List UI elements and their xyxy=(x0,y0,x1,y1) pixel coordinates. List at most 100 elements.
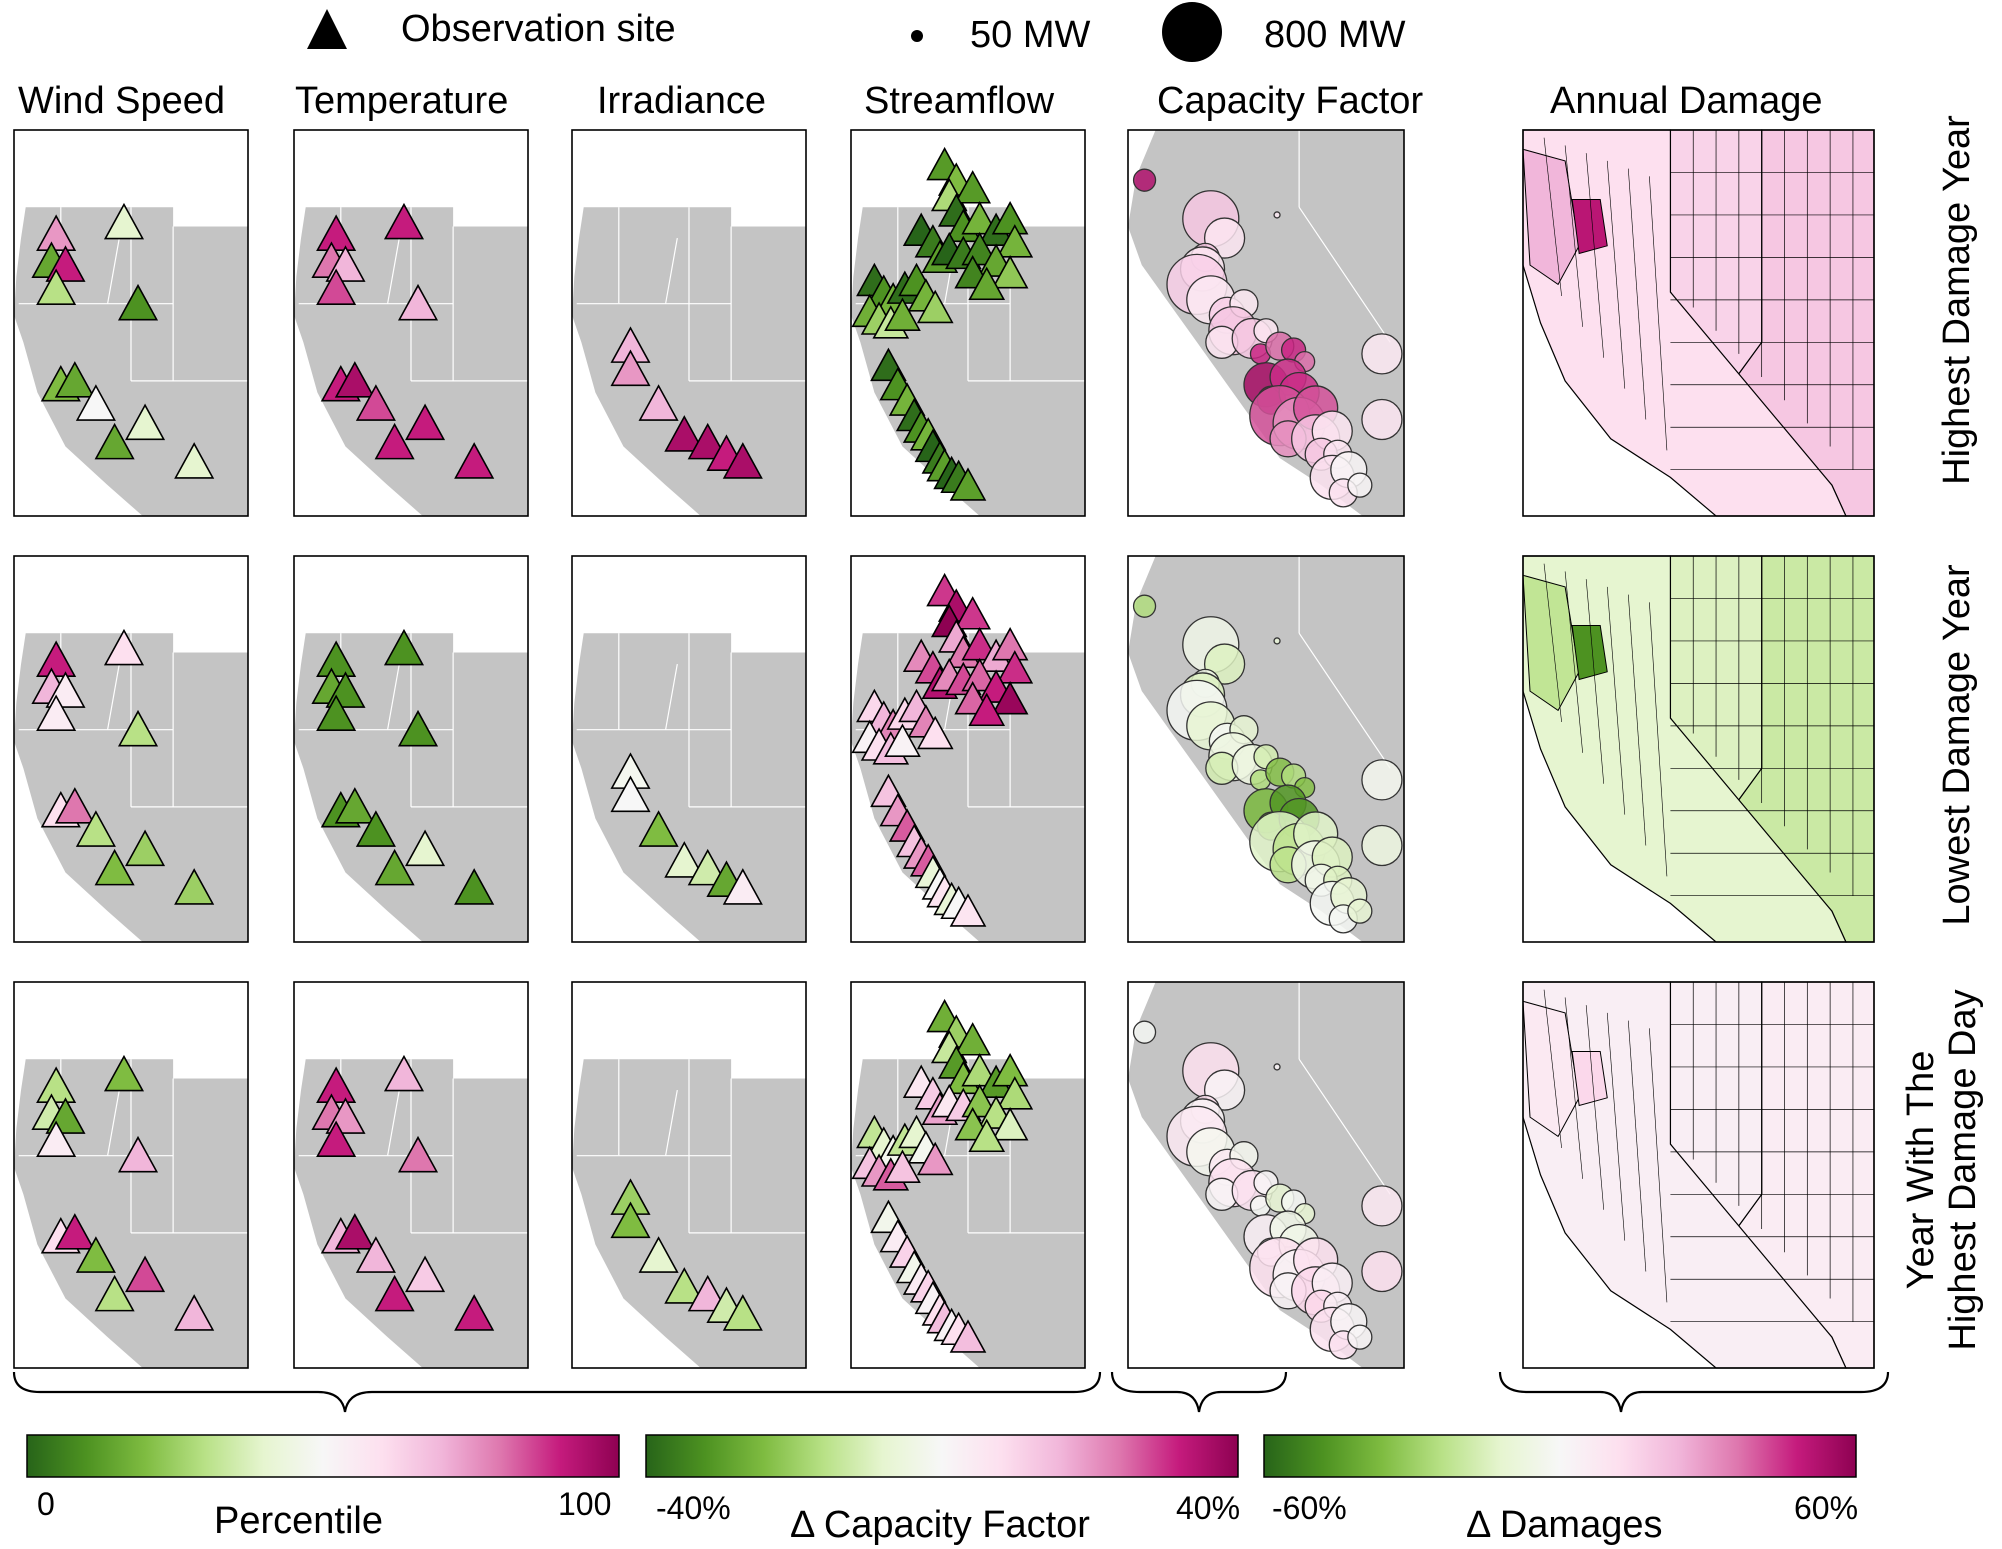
observation-site-marker xyxy=(94,422,135,460)
observation-site-marker xyxy=(954,596,992,630)
observation-site-marker xyxy=(36,694,77,732)
state-border xyxy=(387,237,400,304)
county-border xyxy=(1606,1012,1626,1241)
row-label-line: Year With The xyxy=(1900,1050,1942,1290)
region-north-coast xyxy=(1522,574,1580,712)
observation-site-marker xyxy=(991,681,1029,715)
colorbar-damages xyxy=(1263,1434,1857,1478)
state-border xyxy=(665,237,678,304)
observation-site-marker xyxy=(404,829,446,867)
observation-site-marker xyxy=(968,692,1006,727)
colorbar-percentile-max: 100 xyxy=(558,1486,612,1522)
colorbar-percentile-title: Percentile xyxy=(214,1500,383,1542)
power-plant-marker xyxy=(1132,168,1157,192)
row-label-highest-damage-year: Highest Damage Year xyxy=(1936,115,1978,485)
state-border xyxy=(1298,206,1391,343)
panel-frame xyxy=(13,981,249,1369)
observation-site-marker xyxy=(454,868,495,905)
power-plant-marker xyxy=(1361,333,1403,375)
panel-frame xyxy=(293,555,529,943)
region-hotspot xyxy=(1571,1050,1608,1107)
observation-site-marker xyxy=(103,202,145,240)
power-plant-marker xyxy=(1273,1063,1281,1071)
panel-frame xyxy=(13,129,249,517)
observation-site-marker xyxy=(884,1149,921,1183)
panel-dmg-row-3 xyxy=(1522,981,1875,1369)
panel-frame xyxy=(1522,981,1875,1369)
observation-site-marker xyxy=(991,1107,1029,1141)
observation-site-marker xyxy=(383,1054,425,1092)
observation-site-marker xyxy=(75,384,116,421)
panel-flow-row-2 xyxy=(850,555,1086,943)
county-border xyxy=(1543,563,1562,723)
power-plant-marker xyxy=(1273,211,1281,219)
power-plant-marker xyxy=(1361,759,1403,801)
colorbar-damages-title: Δ Damages xyxy=(1466,1504,1663,1546)
observation-site-marker xyxy=(954,1022,992,1056)
observation-site-marker xyxy=(638,810,679,847)
panel-irr-row-1 xyxy=(571,129,807,517)
power-plant-marker xyxy=(1361,398,1403,441)
observation-site-marker xyxy=(722,442,763,479)
state-border xyxy=(107,237,120,304)
power-plant-marker xyxy=(1361,1250,1403,1293)
observation-site-marker xyxy=(916,715,954,750)
observation-site-marker xyxy=(334,787,375,824)
brace-percentile xyxy=(12,1371,1102,1413)
colorbar-capacity-factor xyxy=(645,1434,1239,1478)
large-capacity-legend-icon xyxy=(1162,2,1222,62)
observation-site-marker xyxy=(374,848,415,886)
grouping-braces xyxy=(12,1371,1890,1413)
observation-site-marker xyxy=(54,361,95,398)
observation-site-marker xyxy=(316,694,357,732)
state-border xyxy=(387,663,400,730)
observation-site-marker xyxy=(687,848,728,886)
observation-site-marker xyxy=(996,1076,1034,1110)
county-border xyxy=(1649,1028,1668,1303)
region-hotspot xyxy=(1571,624,1608,681)
observation-site-marker xyxy=(103,1054,145,1092)
observation-site-marker xyxy=(961,657,999,692)
observation-site-marker xyxy=(687,422,728,460)
observation-site-marker xyxy=(124,829,166,867)
observation-site-marker xyxy=(174,868,215,905)
observation-site-marker xyxy=(916,1141,954,1176)
power-plant-marker xyxy=(1273,637,1281,645)
panel-frame xyxy=(293,981,529,1369)
colorbar-capacity-factor-max: 40% xyxy=(1176,1490,1241,1526)
power-plant-marker xyxy=(1361,1185,1403,1227)
county-border xyxy=(1649,602,1668,877)
observation-site-marker xyxy=(610,1201,651,1239)
observation-site-legend-icon xyxy=(307,9,347,49)
observation-site-marker xyxy=(174,1294,215,1331)
power-plant-marker xyxy=(1361,824,1403,867)
observation-site-marker xyxy=(54,1213,95,1250)
panel-dmg-row-2 xyxy=(1522,555,1875,943)
panel-temp-row-2 xyxy=(293,555,529,943)
observation-site-marker xyxy=(687,1274,728,1312)
observation-site-marker xyxy=(610,775,651,813)
observation-site-marker xyxy=(94,1274,135,1312)
observation-site-marker xyxy=(36,1120,77,1158)
county-border xyxy=(1564,145,1583,327)
small-capacity-legend-label: 50 MW xyxy=(970,14,1091,56)
panel-cf-row-3 xyxy=(1127,981,1405,1369)
row-label-line: Lowest Damage Year xyxy=(1936,564,1978,926)
county-border xyxy=(1585,1005,1605,1210)
observation-site-marker xyxy=(316,268,357,306)
observation-site-marker xyxy=(94,848,135,886)
brace-capacity-factor xyxy=(1110,1371,1288,1413)
panel-frame xyxy=(1522,555,1875,943)
observation-site-marker xyxy=(174,442,215,479)
observation-site-marker xyxy=(117,1135,159,1173)
observation-site-marker xyxy=(610,349,651,387)
row-label-line: Highest Damage Day xyxy=(1942,989,1984,1351)
column-header-irradiance: Irradiance xyxy=(597,80,766,122)
row-label-lowest-damage-year: Lowest Damage Year xyxy=(1936,564,1978,925)
observation-site-marker xyxy=(664,841,705,878)
observation-site-marker xyxy=(664,1267,705,1304)
row-label-highest-damage-day: Year With The Highest Damage Day xyxy=(1900,989,1984,1350)
panel-flow-row-3 xyxy=(850,981,1086,1369)
column-header-temperature: Temperature xyxy=(295,80,509,122)
observation-site-marker xyxy=(374,1274,415,1312)
